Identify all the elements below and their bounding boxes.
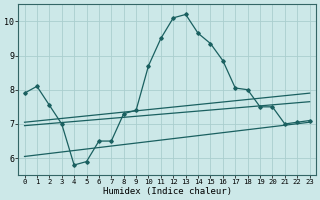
X-axis label: Humidex (Indice chaleur): Humidex (Indice chaleur) (103, 187, 232, 196)
